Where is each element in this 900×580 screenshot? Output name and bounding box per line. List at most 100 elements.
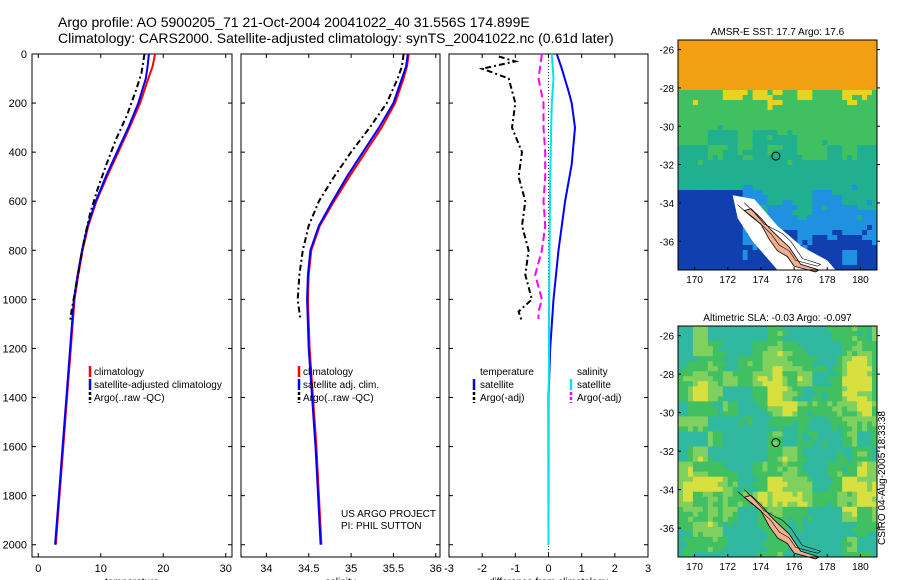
map-cell [847,215,853,221]
map-cell [857,446,863,452]
map-cell [727,461,734,468]
map-cell [747,511,754,518]
map-cell [852,491,858,498]
map-cell [797,376,803,382]
map-cell [847,120,853,126]
map-cell [688,240,694,246]
map-cell [807,541,813,548]
map-cell [712,220,719,226]
map-cell [782,547,788,553]
map-cell [792,205,798,211]
map-cell [817,506,823,513]
map-cell [752,421,759,427]
map-cell [732,511,739,518]
map-cell [852,341,858,347]
map-cell [757,446,764,452]
map-cell [762,260,769,266]
map-cell [797,446,803,452]
map-cell [787,100,793,106]
map-cell [777,406,783,412]
map-cell [792,491,798,498]
map-cell [737,60,744,66]
map-cell [678,130,684,136]
map-cell [807,185,813,191]
map-cell [692,511,699,518]
map-cell [772,536,778,543]
map-cell [782,110,788,116]
map-cell [872,150,878,156]
map-cell [692,250,699,256]
map-cell [822,461,828,468]
map-cell [742,90,749,96]
map-cell [812,336,818,342]
map-cell [822,491,828,498]
map-cell [812,155,818,161]
map-cell [722,346,729,352]
legend-label: climatology [94,367,144,378]
map-cell [822,150,828,156]
map-cell [842,115,848,121]
map-cell [707,205,714,211]
map-cell [732,366,739,372]
map-cell [737,501,744,508]
map-cell [832,506,838,513]
map-cell [857,110,863,116]
map-cell [802,356,808,362]
map-cell [867,531,873,538]
map-cell [837,55,843,61]
map-cell [862,486,868,493]
map-cell [712,451,719,457]
map-cell [762,265,769,271]
map-cell [732,180,739,186]
map-cell [702,401,709,407]
map-cell [847,195,853,201]
map-cell [697,175,704,181]
map-cell [757,346,764,352]
map-cell [722,446,729,452]
map-cell [812,371,818,377]
map-cell [787,366,793,372]
map-cell [737,396,744,402]
map-cell [737,406,744,412]
map-cell [827,521,833,528]
map-cell [792,416,798,422]
map-cell [707,541,714,548]
project-annotation: US ARGO PROJECT [341,509,436,520]
map-cell [732,220,739,226]
map-cell [817,60,823,66]
map-cell [722,210,729,216]
map-cell [867,541,873,548]
map-cell [777,175,783,181]
map-cell [832,371,838,377]
map-cell [702,250,709,256]
map-cell [688,90,694,96]
map-cell [822,75,828,81]
map-cell [807,336,813,342]
map-cell [712,180,719,186]
map-cell [742,356,749,362]
map-cell [702,436,709,442]
map-cell [717,376,724,382]
map-cell [712,95,719,101]
map-cell [752,526,759,533]
map-cell [688,220,694,226]
map-cell [867,225,873,231]
map-cell [752,160,759,166]
map-cell [757,185,764,191]
map-cell [862,65,868,71]
map-cell [727,456,734,463]
map-cell [852,265,858,271]
map-cell [837,406,843,412]
map-cell [717,351,724,357]
map-cell [772,195,778,201]
map-cell [792,496,798,503]
map-cell [697,516,704,523]
map-cell [683,491,689,498]
map-cell [722,190,729,196]
map-cell [762,175,769,181]
legend-label: satellite [480,380,514,391]
map-cell [847,40,853,46]
map-cell [722,461,729,468]
map-cell [772,396,778,402]
map-cell [837,225,843,231]
